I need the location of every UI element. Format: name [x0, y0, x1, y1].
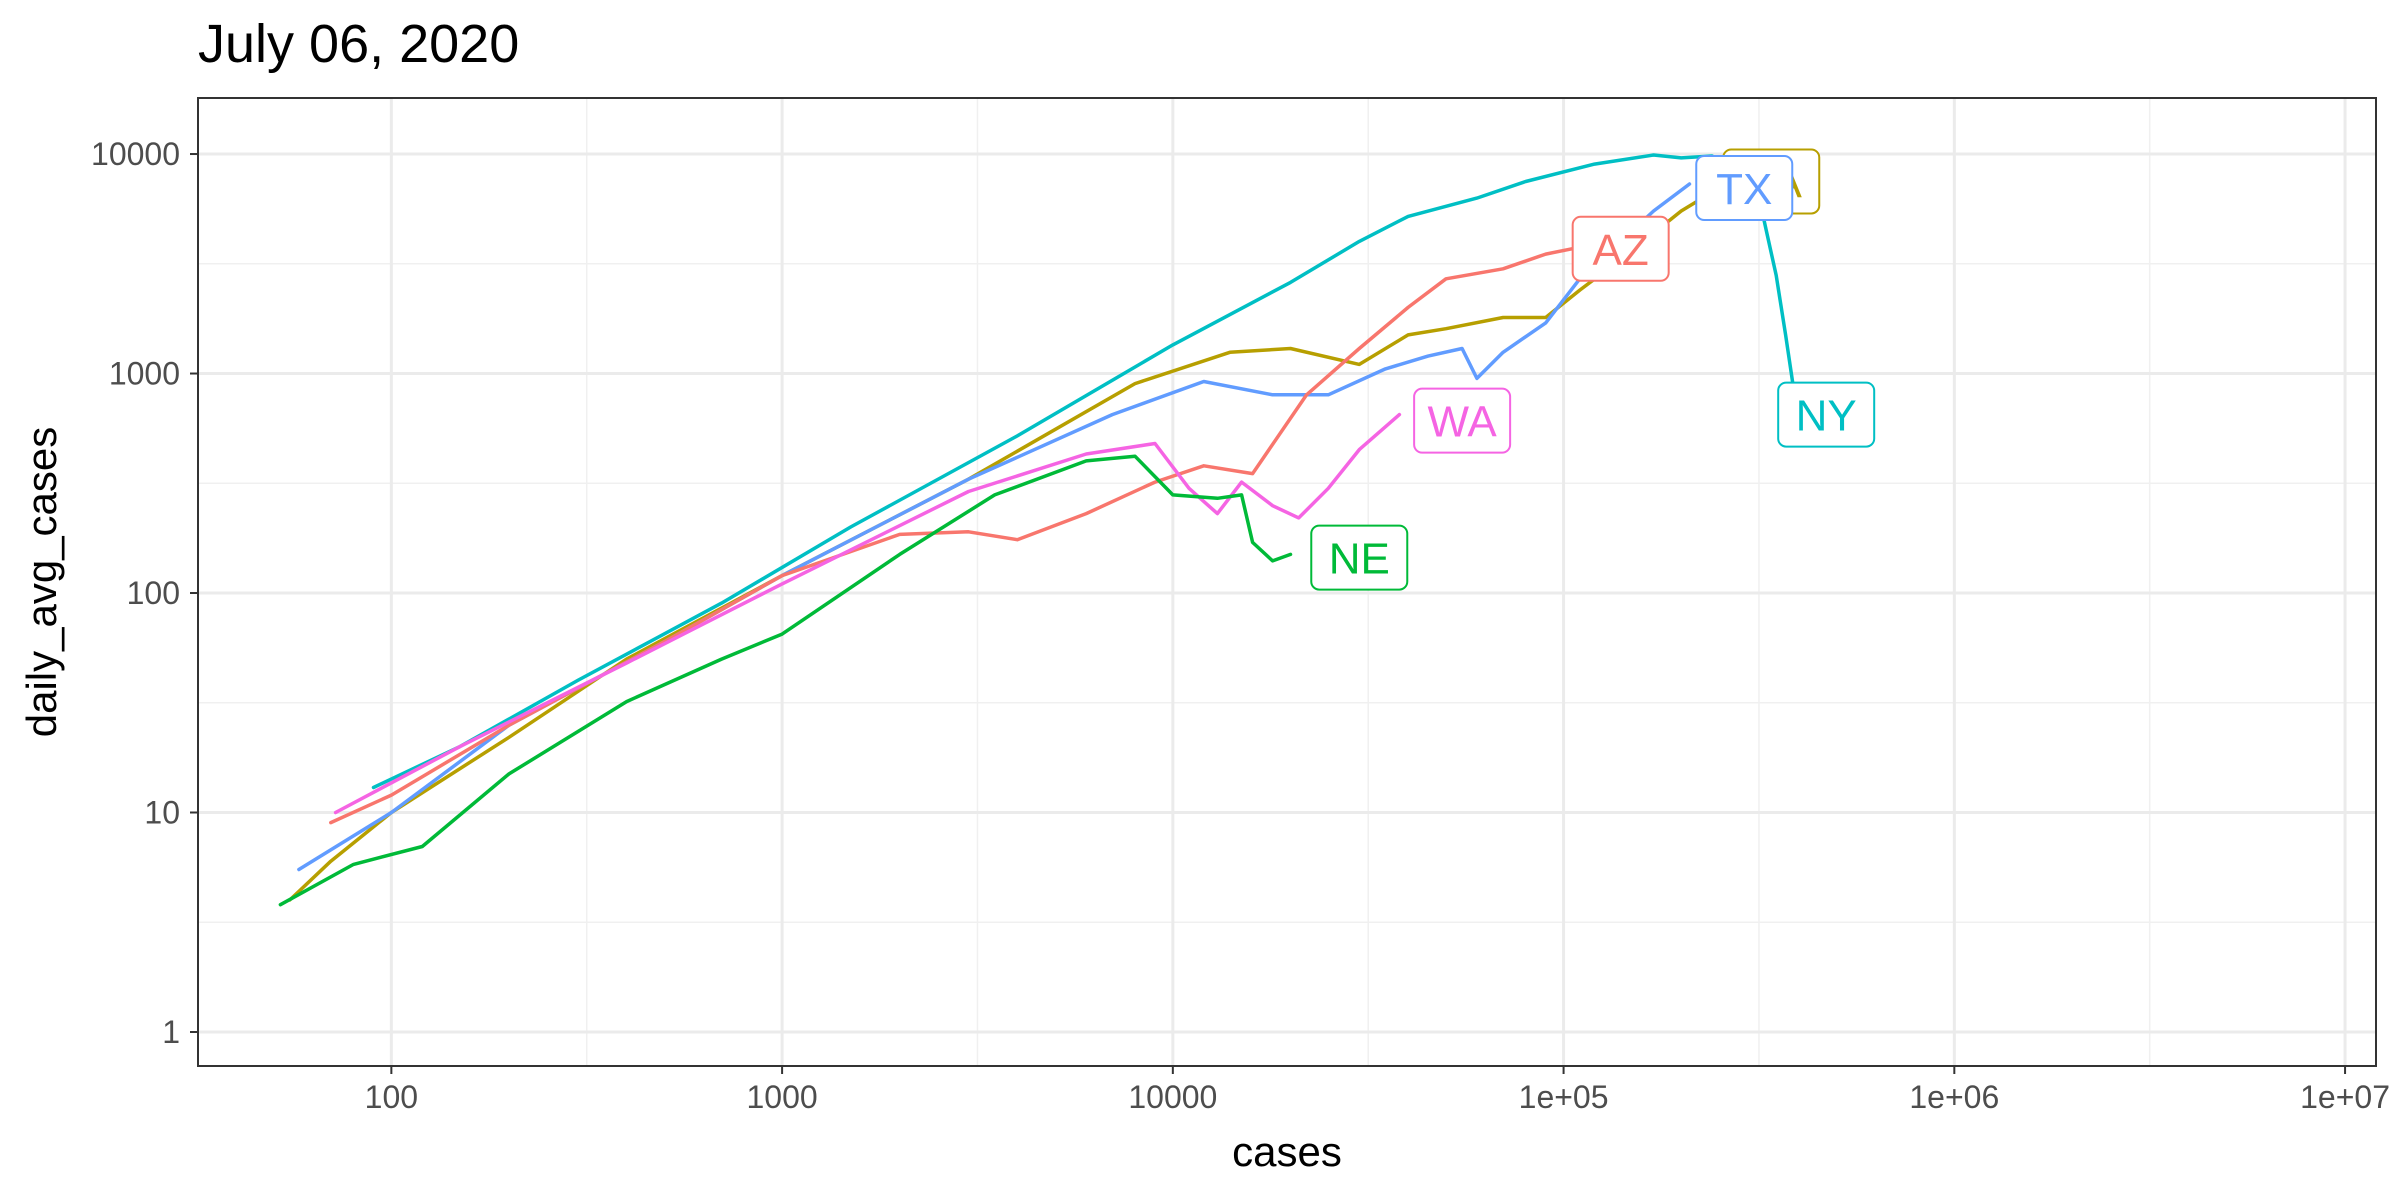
series-label-ne: NE — [1310, 524, 1409, 591]
series-label-ny: NY — [1777, 381, 1876, 448]
x-tick-label: 1e+07 — [2300, 1079, 2390, 1115]
series-line-ne — [278, 454, 1293, 907]
x-tick-label: 1e+06 — [1909, 1079, 1999, 1115]
series-label-text: WA — [1428, 398, 1498, 447]
chart-title: July 06, 2020 — [198, 14, 519, 74]
x-tick-label: 10000 — [1128, 1079, 1217, 1115]
x-tick-label: 1000 — [747, 1079, 818, 1115]
series-label-wa: WA — [1413, 387, 1512, 454]
series-label-box — [1695, 155, 1794, 222]
plot-background — [198, 98, 2376, 1066]
x-axis-title: cases — [1232, 1128, 1342, 1175]
series-label-box — [1310, 524, 1409, 591]
series-label-text: TX — [1716, 165, 1772, 214]
y-axis-title: daily_avg_cases — [18, 427, 65, 738]
series-line-ny — [371, 153, 1803, 790]
series-line-az — [329, 247, 1574, 825]
y-tick-label: 10 — [144, 795, 180, 831]
y-tick-label: 1 — [162, 1014, 180, 1050]
y-tick-label: 1000 — [109, 356, 180, 392]
series-label-box — [1571, 215, 1670, 282]
x-tick-label: 100 — [365, 1079, 418, 1115]
series-label-tx: TX — [1695, 155, 1794, 222]
series-labels: NYCATXAZWANE — [1310, 148, 1876, 591]
y-axis: 1 10 100 1000 10000 — [91, 136, 198, 1050]
series-label-text: AZ — [1593, 226, 1649, 275]
series-label-text: NY — [1796, 392, 1857, 441]
series-label-box — [1413, 387, 1512, 454]
grid — [198, 98, 2376, 1066]
plot-panel-border — [197, 97, 2377, 1067]
series-label-az: AZ — [1571, 215, 1670, 282]
series-label-text: NE — [1329, 535, 1390, 584]
series-label-box — [1777, 381, 1876, 448]
series-line-wa — [333, 412, 1402, 815]
x-tick-label: 1e+05 — [1519, 1079, 1609, 1115]
y-tick-label: 10000 — [91, 136, 180, 172]
y-tick-label: 100 — [127, 575, 180, 611]
x-axis: 100 1000 10000 1e+05 1e+06 1e+07 — [365, 1066, 2390, 1115]
